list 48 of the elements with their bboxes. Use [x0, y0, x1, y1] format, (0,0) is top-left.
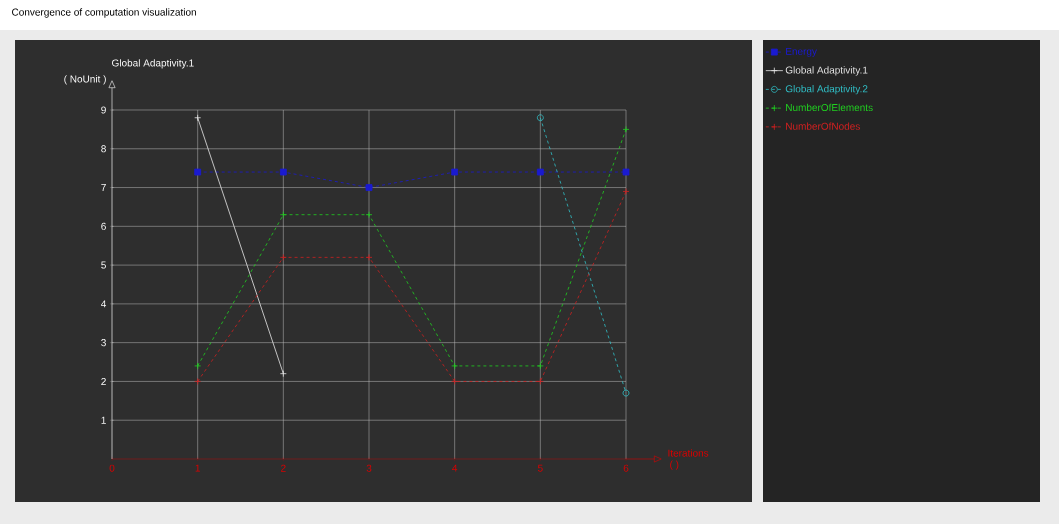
- x-tick-label: 0: [109, 464, 115, 472]
- point: [536, 362, 544, 370]
- point: [451, 362, 459, 370]
- x-tick-label: 6: [623, 464, 629, 472]
- y-tick-label: 5: [101, 261, 106, 269]
- text: ( NoUnit ): [64, 75, 106, 85]
- point: [194, 168, 202, 176]
- x-tick-label: 4: [452, 464, 458, 472]
- x-tick-label: 5: [537, 464, 543, 472]
- y-tick-label: 4: [101, 300, 107, 308]
- point: [622, 168, 630, 176]
- point: [365, 211, 373, 219]
- legend-label: NumberOfElements: [786, 103, 873, 112]
- legend-label: NumberOfNodes: [786, 122, 860, 130]
- y-tick-label: 8: [101, 145, 106, 153]
- y-tick-label: 2: [101, 377, 106, 385]
- x-axis-title: Iterations: [668, 449, 709, 457]
- point: [279, 370, 287, 378]
- x-tick-label: 2: [281, 464, 286, 472]
- point: [279, 253, 287, 261]
- point: [536, 378, 544, 385]
- x-tick-label: 1: [195, 464, 200, 472]
- point: [365, 253, 373, 261]
- y-tick-label: 9: [101, 106, 106, 114]
- legend-label: Global Adaptivity.2: [785, 85, 868, 95]
- point: [536, 168, 544, 176]
- y-tick-label: 7: [101, 184, 106, 191]
- point: [194, 114, 202, 122]
- point: [451, 168, 459, 176]
- point: [622, 188, 630, 195]
- y-tick-label: 6: [101, 222, 106, 230]
- text: ( ): [670, 460, 679, 470]
- point: [194, 362, 202, 370]
- point: [194, 378, 202, 385]
- point: [536, 114, 544, 122]
- legend-label: Global Adaptivity.1: [785, 66, 868, 76]
- y-axis-title: Global Adaptivity.1: [112, 59, 194, 69]
- legend-label: Energy: [786, 47, 817, 57]
- point: [451, 378, 459, 385]
- point: [622, 125, 630, 133]
- chart-title: Convergence of computation visualization: [12, 8, 196, 18]
- y-tick-label: 3: [101, 339, 106, 347]
- point: [279, 211, 287, 219]
- y-tick-label: 1: [101, 416, 106, 424]
- point: [622, 389, 630, 397]
- x-tick-label: 3: [366, 464, 372, 472]
- point: [279, 168, 287, 176]
- point: [365, 184, 373, 191]
